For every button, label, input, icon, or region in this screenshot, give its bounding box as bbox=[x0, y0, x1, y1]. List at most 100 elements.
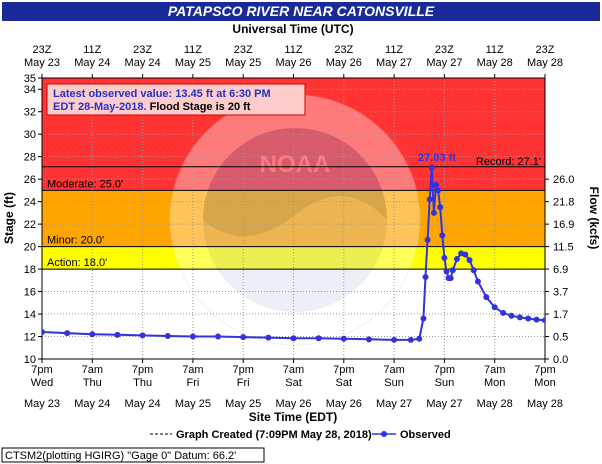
info-box: Latest observed value: 13.45 ft at 6:30 … bbox=[46, 83, 306, 116]
bottom-tick-date: May 24 bbox=[125, 398, 161, 410]
bottom-tick-time: 7am bbox=[383, 364, 404, 376]
legend-observed-marker bbox=[381, 431, 387, 437]
observed-line bbox=[42, 167, 545, 341]
observed-point bbox=[391, 336, 398, 343]
observed-point bbox=[189, 333, 196, 340]
bottom-tick-time: 7am bbox=[484, 364, 505, 376]
bottom-tick-date: May 25 bbox=[175, 398, 211, 410]
bottom-tick-time: 7pm bbox=[31, 364, 52, 376]
observed-point bbox=[64, 330, 71, 337]
bottom-tick-time: 7am bbox=[283, 364, 304, 376]
observed-point bbox=[426, 196, 433, 203]
bottom-tick-date: May 26 bbox=[275, 398, 311, 410]
flood-thresholds: Action: 18.0' Minor: 20.0' Moderate: 25.0'… bbox=[42, 156, 545, 270]
y-axis-title: Stage (ft) bbox=[2, 192, 16, 244]
top-tick-date: May 23 bbox=[24, 57, 60, 69]
observed-point bbox=[491, 304, 498, 311]
top-tick-date: May 24 bbox=[74, 57, 110, 69]
observed-point bbox=[441, 254, 448, 261]
bottom-tick-time: 7pm bbox=[132, 364, 153, 376]
y2-tick-label: 1.7 bbox=[553, 309, 568, 321]
legend: Graph Created (7:09PM May 28, 2018) Obse… bbox=[150, 429, 451, 441]
y-tick-label: 20 bbox=[24, 242, 36, 254]
observed-point bbox=[508, 312, 515, 319]
info-line-2-flood: Flood Stage is 20 ft bbox=[147, 101, 251, 113]
bottom-tick-time: 7pm bbox=[534, 364, 555, 376]
bottom-tick-date: May 25 bbox=[225, 398, 261, 410]
bottom-tick-day: Fri bbox=[237, 377, 250, 389]
observed-point bbox=[483, 294, 490, 301]
observed-point bbox=[114, 331, 121, 338]
bottom-tick-date: May 28 bbox=[477, 398, 513, 410]
y2-axis-title: Flow (kcfs) bbox=[587, 187, 601, 250]
grid-lines bbox=[42, 78, 545, 359]
observed-point bbox=[500, 309, 507, 316]
y-tick-label: 30 bbox=[24, 129, 36, 141]
bottom-tick-date: May 28 bbox=[527, 398, 563, 410]
bottom-axis-title: Site Time (EDT) bbox=[249, 410, 337, 424]
bottom-tick-day: Thu bbox=[133, 377, 152, 389]
footer-text: CTSM2(plotting HGIRG) "Gage 0" Datum: 66… bbox=[5, 450, 236, 462]
top-tick-time: 23Z bbox=[133, 44, 152, 56]
observed-point bbox=[516, 314, 523, 321]
flood-bands bbox=[42, 78, 545, 359]
top-tick-date: May 27 bbox=[426, 57, 462, 69]
top-tick-time: 11Z bbox=[486, 44, 504, 56]
observed-point bbox=[449, 267, 456, 274]
threshold-label-1: Minor: 20.0' bbox=[47, 235, 104, 247]
observed-series bbox=[42, 164, 545, 343]
legend-observed: Observed bbox=[400, 429, 451, 441]
bottom-tick-day: Sun bbox=[435, 377, 455, 389]
y-tick-label: 34 bbox=[24, 84, 36, 96]
top-tick-date: May 28 bbox=[477, 57, 513, 69]
logo-lettering: NOAA bbox=[260, 151, 331, 178]
top-tick-time: 11Z bbox=[385, 44, 403, 56]
threshold-label-0: Action: 18.0' bbox=[47, 257, 107, 269]
observed-point bbox=[439, 232, 446, 239]
observed-point bbox=[240, 334, 247, 341]
legend-graph-created: Graph Created (7:09PM May 28, 2018) bbox=[176, 429, 372, 441]
y2-tick-label: 16.9 bbox=[553, 219, 574, 231]
y-tick-label: 32 bbox=[24, 107, 36, 119]
y2-tick-label: 0.0 bbox=[553, 354, 568, 366]
observed-point bbox=[315, 335, 322, 342]
y2-tick-label: 26.0 bbox=[553, 174, 574, 186]
noaa-logo-watermark: NOAA bbox=[169, 94, 421, 346]
top-tick-time: 23Z bbox=[435, 44, 454, 56]
top-tick-date: May 24 bbox=[125, 57, 161, 69]
bottom-tick-day: Fri bbox=[186, 377, 199, 389]
top-tick-time: 23Z bbox=[33, 44, 52, 56]
y-tick-label: 10 bbox=[24, 354, 36, 366]
observed-point bbox=[164, 332, 171, 339]
y-tick-label: 24 bbox=[24, 197, 36, 209]
observed-point bbox=[365, 336, 372, 343]
y-tick-label: 35 bbox=[24, 73, 36, 85]
top-tick-time: 23Z bbox=[234, 44, 253, 56]
record-label: Record: 27.1' bbox=[476, 156, 541, 168]
bottom-tick-time: 7pm bbox=[232, 364, 253, 376]
bottom-tick-time: 7pm bbox=[434, 364, 455, 376]
observed-point bbox=[416, 335, 423, 342]
observed-point bbox=[215, 333, 222, 340]
top-tick-date: May 25 bbox=[175, 57, 211, 69]
observed-point bbox=[265, 334, 272, 341]
bottom-tick-date: May 27 bbox=[426, 398, 462, 410]
bottom-tick-day: Sat bbox=[285, 377, 302, 389]
top-tick-date: May 26 bbox=[275, 57, 311, 69]
observed-point bbox=[453, 255, 460, 262]
info-line-2: EDT 28-May-2018. Flood Stage is 20 ft bbox=[53, 101, 251, 113]
top-tick-time: 23Z bbox=[334, 44, 353, 56]
observed-point bbox=[435, 187, 442, 194]
top-tick-time: 23Z bbox=[536, 44, 555, 56]
bottom-tick-day: Wed bbox=[31, 377, 53, 389]
y2-tick-label: 11.5 bbox=[553, 242, 574, 254]
top-tick-date: May 25 bbox=[225, 57, 261, 69]
bottom-tick-time: 7am bbox=[82, 364, 103, 376]
top-tick-time: 11Z bbox=[184, 44, 202, 56]
bottom-tick-time: 7pm bbox=[333, 364, 354, 376]
observed-point bbox=[340, 335, 347, 342]
y-tick-label: 28 bbox=[24, 152, 36, 164]
observed-point bbox=[89, 331, 96, 338]
